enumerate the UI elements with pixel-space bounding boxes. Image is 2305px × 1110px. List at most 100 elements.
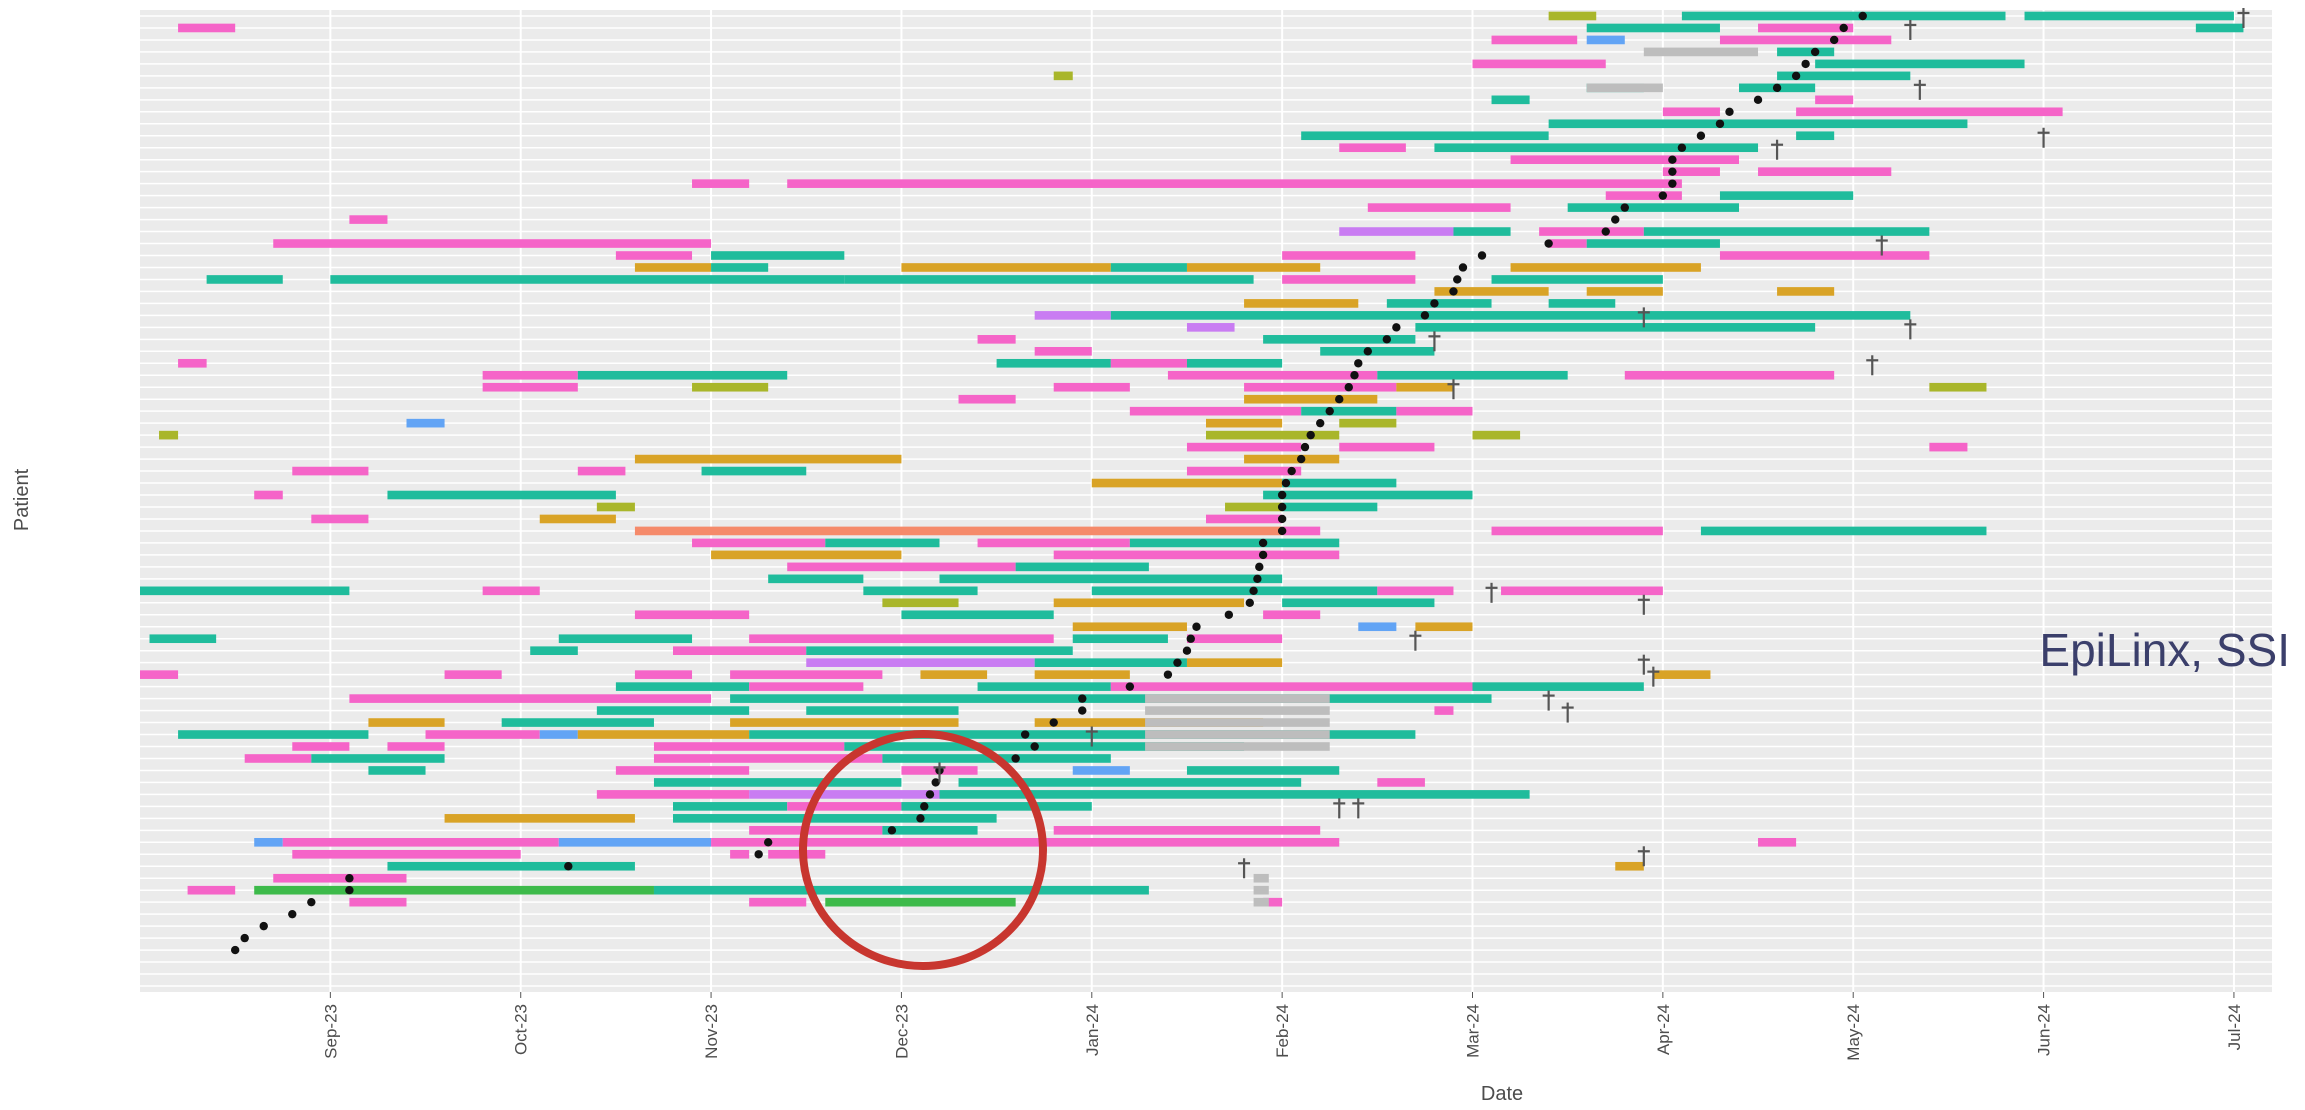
segment [901,802,1092,811]
segment [1053,598,1245,608]
event-dot [1277,514,1287,524]
segment [1129,538,1340,548]
segment [292,466,369,476]
segment [730,670,883,679]
segment [292,742,350,751]
event-dot [1049,718,1058,727]
event-dot [1620,203,1629,212]
segment [673,802,788,811]
event-dot [1255,562,1264,572]
segment [1301,131,1549,141]
segment [539,514,616,524]
death-marker [1561,702,1574,723]
segment [673,814,997,823]
segment [701,466,807,476]
segment [1072,622,1187,632]
event-dot [1601,227,1610,236]
segment [1815,59,2025,69]
segment [1434,143,1759,153]
segment [711,263,769,272]
segment [1719,35,1892,45]
segment [1796,107,2063,117]
segment [1145,706,1330,715]
segment [311,514,369,524]
event-dot [1753,95,1763,105]
segment [653,778,902,787]
event-dot [345,886,354,895]
event-dot [1677,143,1687,152]
segment [1282,275,1416,284]
segment [140,586,350,596]
segment [692,179,750,188]
segment [844,742,1245,751]
segment [482,586,540,596]
segment [1072,634,1168,644]
event-dot [1449,287,1458,296]
segment [1777,47,1835,57]
segment [1110,311,1911,320]
segment [1053,826,1321,835]
segment [615,251,693,260]
segment [653,754,883,763]
segment [1072,766,1130,775]
segment [1206,514,1283,524]
event-dot [240,933,249,943]
segment [634,263,712,272]
segment [958,394,1016,404]
segment [1244,454,1340,464]
segment [1301,406,1397,416]
segment [387,490,616,500]
segment [539,730,578,739]
segment [1377,778,1425,787]
segment [711,550,902,560]
segment [1796,131,1835,141]
event-dot [1277,490,1287,500]
segment [1053,550,1340,560]
segment [615,766,750,775]
segment [1282,526,1321,536]
segment [1453,227,1511,236]
segment [1358,622,1397,632]
segment [1539,227,1644,236]
segment [863,586,978,596]
segment [1206,430,1340,440]
segment [1186,263,1321,272]
event-dot [1335,395,1344,404]
segment [1777,71,1911,81]
segment [1282,478,1397,488]
segment [444,814,635,823]
death-marker [1409,630,1422,651]
event-dot [1078,694,1087,703]
segment [1015,562,1149,572]
segment [901,263,1111,272]
segment [1263,610,1321,620]
segment [577,730,750,739]
segment [692,538,826,548]
segment [311,754,445,763]
marks [140,7,2250,955]
segment [958,778,1302,787]
segment [1206,418,1283,428]
segment [1263,897,1283,907]
event-dot [1458,263,1468,272]
segment [482,370,578,380]
segment [1396,406,1473,416]
event-dot [931,778,940,787]
segment [1034,670,1130,679]
segment [977,335,1016,344]
segment [749,634,1054,644]
segment [806,706,959,715]
segment [178,23,236,33]
segment [1053,71,1073,81]
segment [140,670,179,679]
event-dot [1277,502,1287,512]
segment [787,802,902,811]
event-dot [1258,550,1268,560]
event-dot [1182,646,1192,655]
segment [244,754,312,763]
segment [282,837,559,847]
death-marker [2037,127,2050,148]
segment [1586,239,1720,248]
segment [1472,59,1606,69]
death-marker [1637,307,1650,328]
